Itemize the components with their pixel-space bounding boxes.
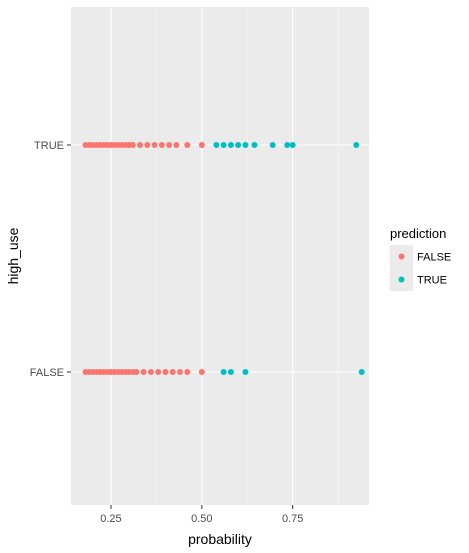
data-point bbox=[137, 142, 144, 148]
y-tick-label: FALSE bbox=[30, 367, 64, 379]
data-point bbox=[227, 142, 234, 148]
x-axis: 0.25 0.50 0.75 bbox=[100, 505, 303, 525]
data-points bbox=[82, 142, 365, 375]
x-tick-label: 0.25 bbox=[100, 513, 121, 525]
data-point bbox=[235, 142, 242, 148]
x-tick-label: 0.75 bbox=[282, 513, 303, 525]
data-point bbox=[129, 142, 136, 148]
y-tick-label: TRUE bbox=[34, 140, 64, 152]
data-point bbox=[213, 142, 220, 148]
data-point bbox=[151, 142, 158, 148]
data-point bbox=[220, 369, 227, 375]
data-point bbox=[198, 142, 205, 148]
data-point bbox=[133, 369, 140, 375]
data-point bbox=[358, 369, 365, 375]
data-point bbox=[284, 142, 291, 148]
y-axis-title: high_use bbox=[5, 227, 21, 284]
data-point bbox=[169, 369, 176, 375]
legend-label: TRUE bbox=[417, 275, 447, 287]
data-point bbox=[242, 369, 249, 375]
y-axis: FALSE TRUE bbox=[30, 140, 71, 379]
x-tick-label: 0.50 bbox=[191, 513, 212, 525]
data-point bbox=[353, 142, 360, 148]
data-point bbox=[144, 142, 151, 148]
data-point bbox=[166, 142, 173, 148]
data-point bbox=[173, 142, 180, 148]
legend-items: FALSE TRUE bbox=[390, 245, 451, 291]
plot-panel bbox=[71, 7, 369, 505]
legend-swatch bbox=[398, 253, 405, 260]
data-point bbox=[158, 142, 165, 148]
legend-title: prediction bbox=[390, 226, 446, 241]
data-point bbox=[147, 369, 154, 375]
x-axis-title: probability bbox=[188, 531, 252, 547]
data-point bbox=[184, 369, 191, 375]
data-point bbox=[184, 142, 191, 148]
minor-gridlines bbox=[156, 7, 339, 505]
data-point bbox=[177, 369, 184, 375]
legend: prediction FALSE TRUE bbox=[390, 226, 451, 291]
data-point bbox=[155, 369, 162, 375]
data-point bbox=[227, 369, 234, 375]
data-point bbox=[242, 142, 249, 148]
data-point bbox=[198, 369, 205, 375]
data-point bbox=[162, 369, 169, 375]
data-point bbox=[269, 142, 276, 148]
legend-label: FALSE bbox=[417, 252, 451, 264]
data-point bbox=[220, 142, 227, 148]
data-point bbox=[140, 369, 147, 375]
data-point bbox=[251, 142, 258, 148]
legend-swatch bbox=[398, 276, 405, 283]
data-point bbox=[289, 142, 296, 148]
